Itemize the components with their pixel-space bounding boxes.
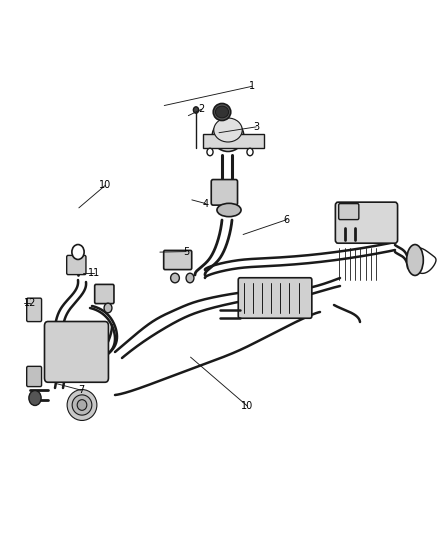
- Text: 5: 5: [183, 247, 189, 256]
- Text: 10: 10: [241, 401, 254, 411]
- FancyBboxPatch shape: [27, 298, 42, 321]
- Text: 12: 12: [24, 298, 36, 308]
- Text: 11: 11: [88, 268, 100, 278]
- Ellipse shape: [77, 400, 87, 410]
- Text: 10: 10: [99, 181, 111, 190]
- Circle shape: [29, 391, 41, 406]
- FancyBboxPatch shape: [339, 204, 359, 220]
- Circle shape: [207, 148, 213, 156]
- Ellipse shape: [215, 106, 229, 118]
- Ellipse shape: [186, 273, 194, 283]
- Text: 7: 7: [78, 385, 84, 395]
- Ellipse shape: [217, 203, 241, 216]
- Circle shape: [72, 245, 84, 260]
- Ellipse shape: [67, 390, 97, 421]
- FancyBboxPatch shape: [203, 134, 264, 148]
- Text: 3: 3: [253, 122, 259, 132]
- FancyBboxPatch shape: [164, 251, 192, 270]
- FancyBboxPatch shape: [45, 321, 109, 382]
- Text: 4: 4: [203, 199, 209, 208]
- FancyBboxPatch shape: [67, 255, 86, 274]
- FancyBboxPatch shape: [336, 202, 398, 243]
- FancyBboxPatch shape: [95, 285, 114, 304]
- Ellipse shape: [171, 273, 180, 283]
- Ellipse shape: [212, 120, 244, 151]
- Circle shape: [247, 148, 253, 156]
- FancyBboxPatch shape: [27, 366, 42, 386]
- FancyBboxPatch shape: [238, 278, 312, 318]
- FancyBboxPatch shape: [211, 180, 237, 205]
- Text: 1: 1: [249, 82, 255, 91]
- Ellipse shape: [72, 395, 92, 415]
- Text: 6: 6: [284, 215, 290, 224]
- Ellipse shape: [406, 245, 423, 276]
- Ellipse shape: [214, 118, 242, 142]
- Circle shape: [193, 107, 198, 113]
- Ellipse shape: [213, 103, 231, 120]
- Text: 2: 2: [198, 104, 205, 114]
- Ellipse shape: [104, 303, 112, 313]
